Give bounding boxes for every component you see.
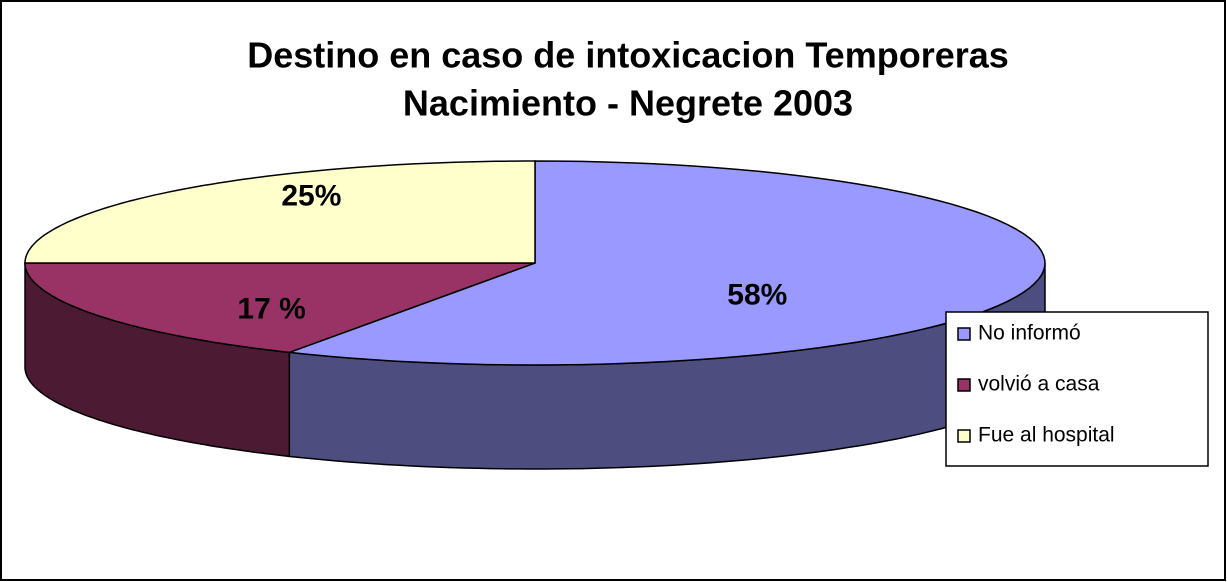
legend-label: Fue al hospital [978, 424, 1115, 447]
slice [289, 160, 1046, 366]
slice [24, 160, 536, 264]
legend-label: No informó [978, 322, 1081, 345]
legend-swatch [957, 378, 971, 392]
slice [24, 262, 536, 354]
chart-title: Nacimiento - Negrete 2003 [403, 83, 853, 124]
legend-swatch [957, 327, 971, 341]
legend [945, 311, 1209, 467]
pie [24, 160, 1046, 470]
legend-swatch [957, 429, 971, 443]
legend-label: volvió a casa [978, 373, 1100, 396]
chart-title: Destino en caso de intoxicacion Temporer… [247, 35, 1009, 76]
value-label: 25% [281, 179, 341, 212]
value-label: 17 % [237, 292, 305, 325]
value-label: 58% [727, 279, 787, 312]
